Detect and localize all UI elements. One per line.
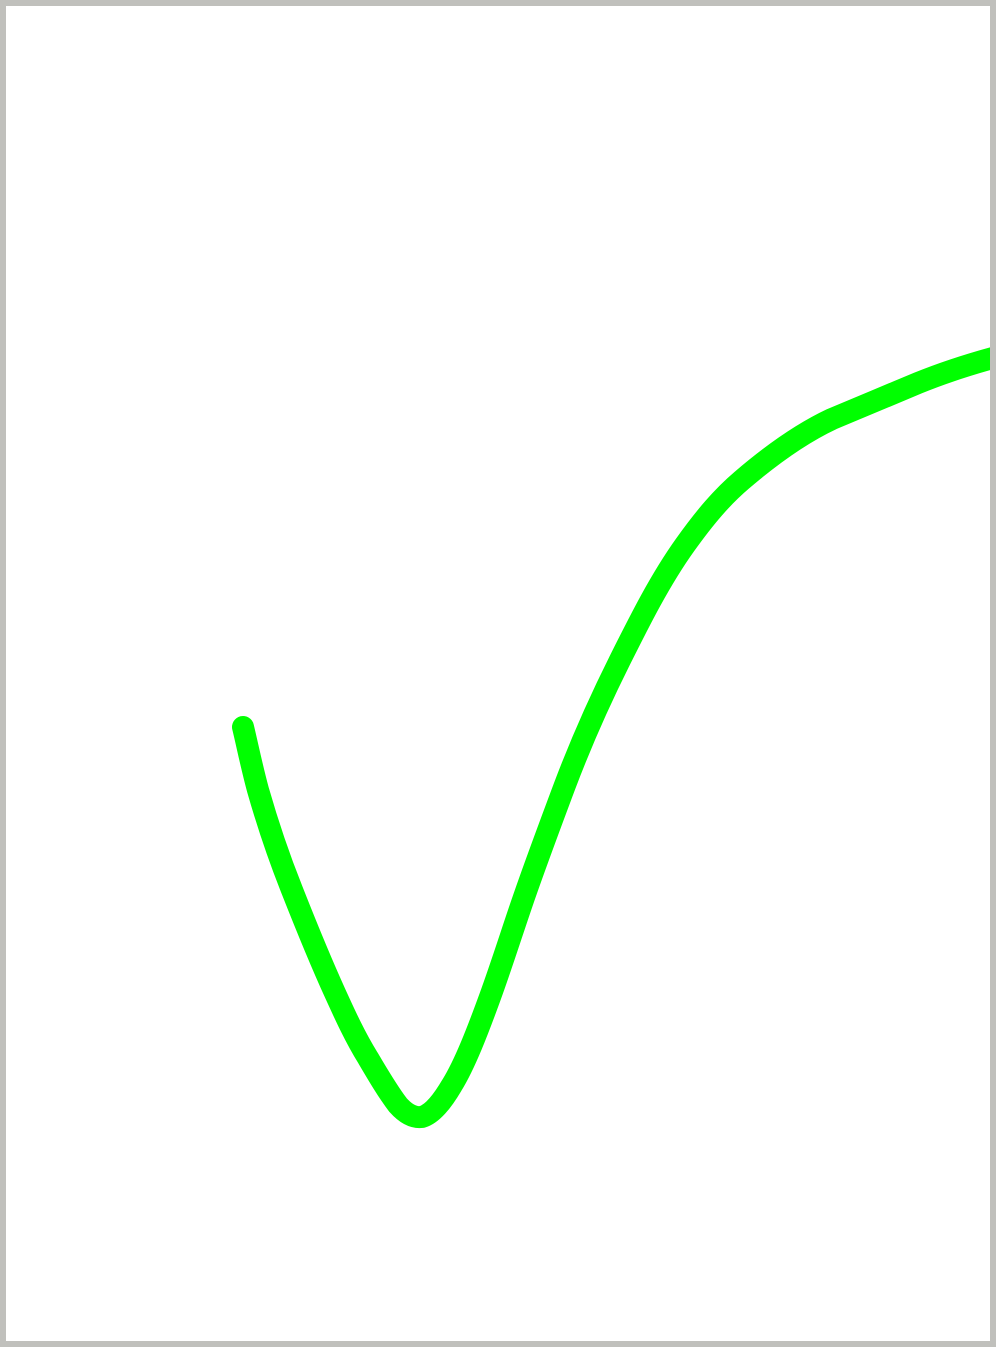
checkmark-stroke xyxy=(232,347,990,1129)
